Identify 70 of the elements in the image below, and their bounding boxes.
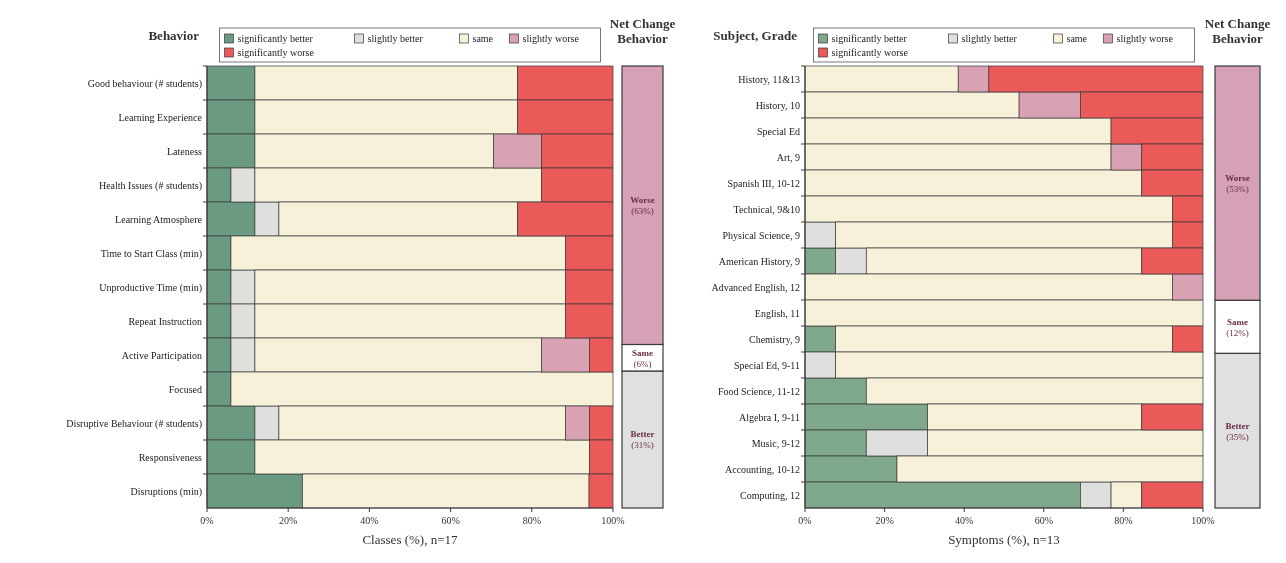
x-tick-label: 0% [798,515,812,526]
y-axis-title: Subject, Grade [713,28,798,43]
y-tick-label: Physical Science, 9 [722,229,800,241]
x-tick-label: 0% [200,515,214,526]
y-tick-label: Music, 9-12 [751,437,800,449]
y-tick-label: English, 11 [754,307,800,319]
legend-label: slightly worse [522,33,580,44]
legend-label: significantly better [237,33,314,44]
legend-label: significantly better [831,33,908,44]
legend-label: slightly better [367,33,424,44]
legend-label: slightly worse [1116,33,1174,44]
data-label: (63%) [631,206,654,217]
y-tick-label: Active Participation [121,349,202,361]
x-tick-label: 20% [279,515,298,526]
y-tick-label: Algebra I, 9-11 [739,411,800,423]
y-tick-label: American History, 9 [718,255,800,267]
y-tick-label: Focused [168,383,202,395]
legend-label: same [472,33,494,44]
legend-label: significantly worse [237,47,315,58]
y-tick-label: Food Science, 11-12 [717,385,800,397]
y-tick-label: Technical, 9&10 [733,203,800,215]
x-axis-title: Classes (%), n=17 [362,532,459,547]
y-tick-label: Repeat Instruction [128,315,202,327]
x-axis-title: Symptoms (%), n=13 [948,532,1060,547]
series-label: Same [1227,316,1248,327]
x-tick-label: 20% [875,515,894,526]
y-tick-label: Unproductive Time (min) [99,281,202,294]
series-label: Better [630,429,655,440]
y-tick-label: Special Ed, 9-11 [733,359,800,371]
x-tick-label: 60% [441,515,460,526]
y-tick-label: History, 11&13 [738,73,800,85]
y-tick-label: Computing, 12 [739,489,800,501]
x-tick-label: 100% [601,515,625,526]
y-tick-label: Advanced English, 12 [711,281,800,293]
x-tick-label: 60% [1034,515,1053,526]
y-tick-label: Disruptive Behaviour (# students) [66,417,202,430]
y-tick-label: Health Issues (# students) [98,179,202,192]
x-tick-label: 40% [955,515,974,526]
series-label: Worse [1225,173,1250,184]
x-tick-label: 100% [1191,515,1215,526]
y-tick-label: Art, 9 [776,151,800,163]
data-label: (6%) [633,358,652,369]
y-tick-label: Learning Experience [118,111,203,123]
y-tick-label: Time to Start Class (min) [100,247,202,260]
data-label: (35%) [1226,431,1249,442]
data-label: (31%) [631,440,654,451]
y-tick-label: Accounting, 10-12 [725,463,800,475]
series-label: Better [1225,420,1250,431]
data-label: (53%) [1226,184,1249,195]
y-tick-label: Learning Atmosphere [115,213,203,225]
data-label: (12%) [1226,327,1249,338]
series-label: Same [632,347,653,358]
legend-label: slightly better [961,33,1018,44]
y-tick-label: Disruptions (min) [130,485,202,498]
chart-title: Net Change Behavior [1204,16,1271,46]
y-tick-label: Lateness [167,145,203,157]
legend-label: significantly worse [831,47,909,58]
series-label: Worse [630,195,655,206]
y-tick-label: Responsiveness [138,451,203,463]
chart-title: Net Change Behavior [609,16,676,46]
x-tick-label: 40% [360,515,379,526]
y-tick-label: Spanish III, 10-12 [727,177,800,189]
y-axis-title: Behavior [148,28,200,43]
y-tick-label: Chemistry, 9 [748,333,800,345]
y-tick-label: History, 10 [755,99,800,111]
legend-label: same [1066,33,1088,44]
x-tick-label: 80% [1114,515,1133,526]
y-tick-label: Good behaviour (# students) [87,77,202,90]
y-tick-label: Special Ed [756,125,800,137]
x-tick-label: 80% [522,515,541,526]
